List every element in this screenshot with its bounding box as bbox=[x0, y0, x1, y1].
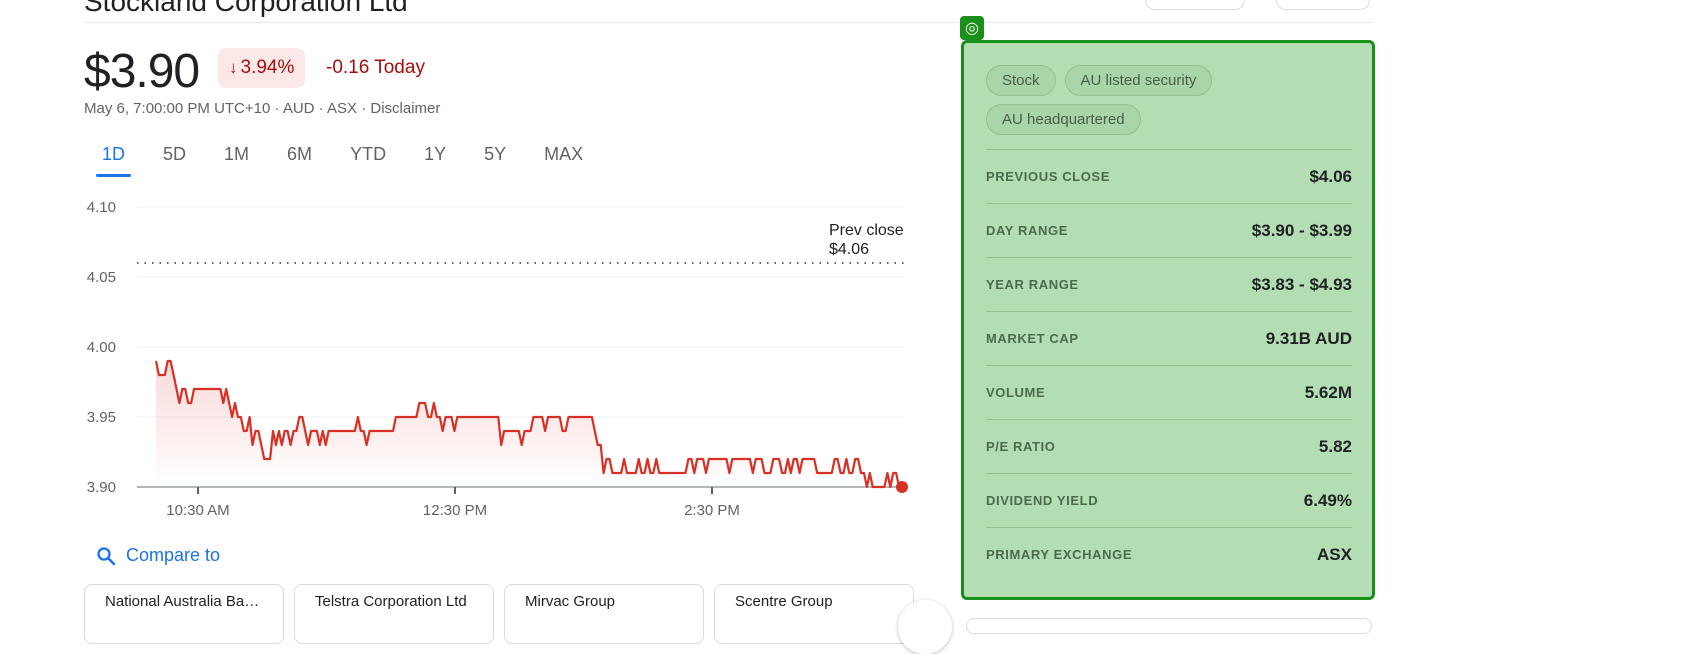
related-stocks: National Australia Bank… Telstra Corpora… bbox=[84, 584, 914, 644]
tab-6m[interactable]: 6M bbox=[287, 144, 313, 164]
y-tick-label: 3.95 bbox=[87, 409, 116, 426]
stat-value: 5.62M bbox=[1304, 382, 1352, 402]
current-price: $3.90 bbox=[84, 45, 200, 98]
x-tick-label: 10:30 AM bbox=[166, 502, 229, 519]
search-icon bbox=[97, 546, 116, 565]
stat-value: 9.31B AUD bbox=[1265, 328, 1352, 348]
stat-pe-ratio: P/E RATIO 5.82 bbox=[986, 419, 1352, 473]
change-percent-badge: ↓ 3.94% bbox=[218, 48, 306, 88]
price-chart[interactable]: 4.10 4.05 4.00 3.95 3.90 10:30 AM 12:30 PM 2:3… bbox=[84, 190, 914, 530]
compare-label: Compare to bbox=[126, 545, 221, 565]
price-line bbox=[154, 359, 902, 489]
target-icon[interactable]: ◎ bbox=[960, 16, 984, 40]
stat-market-cap: MARKET CAP 9.31B AUD bbox=[986, 311, 1352, 365]
x-tick-label: 12:30 PM bbox=[423, 502, 487, 519]
last-price-dot bbox=[896, 481, 908, 493]
related-card-scentre[interactable]: Scentre Group bbox=[714, 584, 914, 644]
range-tabs: 1D 5D 1M 6M YTD 1Y 5Y MAX bbox=[96, 144, 615, 177]
related-card-telstra[interactable]: Telstra Corporation Ltd bbox=[294, 584, 494, 644]
tab-1m[interactable]: 1M bbox=[224, 144, 250, 164]
stat-value: $3.90 - $3.99 bbox=[1251, 220, 1352, 240]
related-card-mirvac[interactable]: Mirvac Group bbox=[504, 584, 704, 644]
stat-label: P/E RATIO bbox=[986, 439, 1056, 454]
stat-label: VOLUME bbox=[986, 385, 1046, 400]
stat-dividend-yield: DIVIDEND YIELD 6.49% bbox=[986, 473, 1352, 527]
change-percent: 3.94% bbox=[240, 57, 295, 78]
y-tick-label: 3.90 bbox=[87, 479, 116, 496]
y-tick-label: 4.05 bbox=[87, 269, 116, 286]
stat-value: 6.49% bbox=[1303, 490, 1352, 510]
company-title: Stockland Corporation Ltd bbox=[84, 0, 408, 17]
stat-label: DAY RANGE bbox=[986, 223, 1068, 238]
chip-au-headquartered[interactable]: AU headquartered bbox=[986, 104, 1141, 135]
stat-label: MARKET CAP bbox=[986, 331, 1079, 346]
key-stats-panel: Stock AU listed security AU headquartere… bbox=[961, 40, 1375, 600]
security-chips: Stock AU listed security AU headquartere… bbox=[986, 65, 1352, 135]
stat-volume: VOLUME 5.62M bbox=[986, 365, 1352, 419]
tab-1d[interactable]: 1D bbox=[96, 144, 132, 177]
change-today: -0.16 Today bbox=[326, 57, 425, 78]
x-tick-label: 2:30 PM bbox=[684, 502, 740, 519]
prev-close-value: $4.06 bbox=[829, 241, 869, 258]
stat-label: PRIMARY EXCHANGE bbox=[986, 547, 1133, 562]
stat-value: ASX bbox=[1317, 544, 1352, 564]
tab-ytd[interactable]: YTD bbox=[350, 144, 387, 164]
chevron-right-icon[interactable] bbox=[898, 600, 952, 654]
tab-max[interactable]: MAX bbox=[544, 144, 584, 164]
next-card bbox=[966, 618, 1372, 634]
stat-primary-exchange: PRIMARY EXCHANGE ASX bbox=[986, 527, 1352, 581]
stat-year-range: YEAR RANGE $3.83 - $4.93 bbox=[986, 257, 1352, 311]
tab-5d[interactable]: 5D bbox=[163, 144, 187, 164]
y-tick-label: 4.00 bbox=[87, 339, 116, 356]
compare-to-button[interactable]: Compare to bbox=[96, 545, 220, 566]
chip-au-listed[interactable]: AU listed security bbox=[1064, 65, 1213, 96]
tab-5y[interactable]: 5Y bbox=[484, 144, 507, 164]
stat-previous-close: PREVIOUS CLOSE $4.06 bbox=[986, 149, 1352, 203]
top-action-pill[interactable] bbox=[1276, 0, 1370, 10]
quote-meta: May 6, 7:00:00 PM UTC+10 · AUD · ASX · D… bbox=[84, 100, 441, 117]
y-tick-label: 4.10 bbox=[87, 199, 116, 216]
stat-label: DIVIDEND YIELD bbox=[986, 493, 1099, 508]
stat-label: PREVIOUS CLOSE bbox=[986, 169, 1110, 184]
top-action-pill[interactable] bbox=[1145, 0, 1245, 10]
price-area bbox=[156, 361, 902, 487]
stat-day-range: DAY RANGE $3.90 - $3.99 bbox=[986, 203, 1352, 257]
stat-value: $3.83 - $4.93 bbox=[1251, 274, 1352, 294]
prev-close-label: Prev close bbox=[829, 222, 904, 239]
chip-stock[interactable]: Stock bbox=[986, 65, 1056, 96]
stat-label: YEAR RANGE bbox=[986, 277, 1079, 292]
header-divider bbox=[84, 22, 1374, 23]
tab-1y[interactable]: 1Y bbox=[424, 144, 447, 164]
arrow-down-icon: ↓ bbox=[229, 58, 238, 77]
stat-value: 5.82 bbox=[1318, 436, 1352, 456]
stat-value: $4.06 bbox=[1309, 166, 1352, 186]
related-card-nab[interactable]: National Australia Bank… bbox=[84, 584, 284, 644]
